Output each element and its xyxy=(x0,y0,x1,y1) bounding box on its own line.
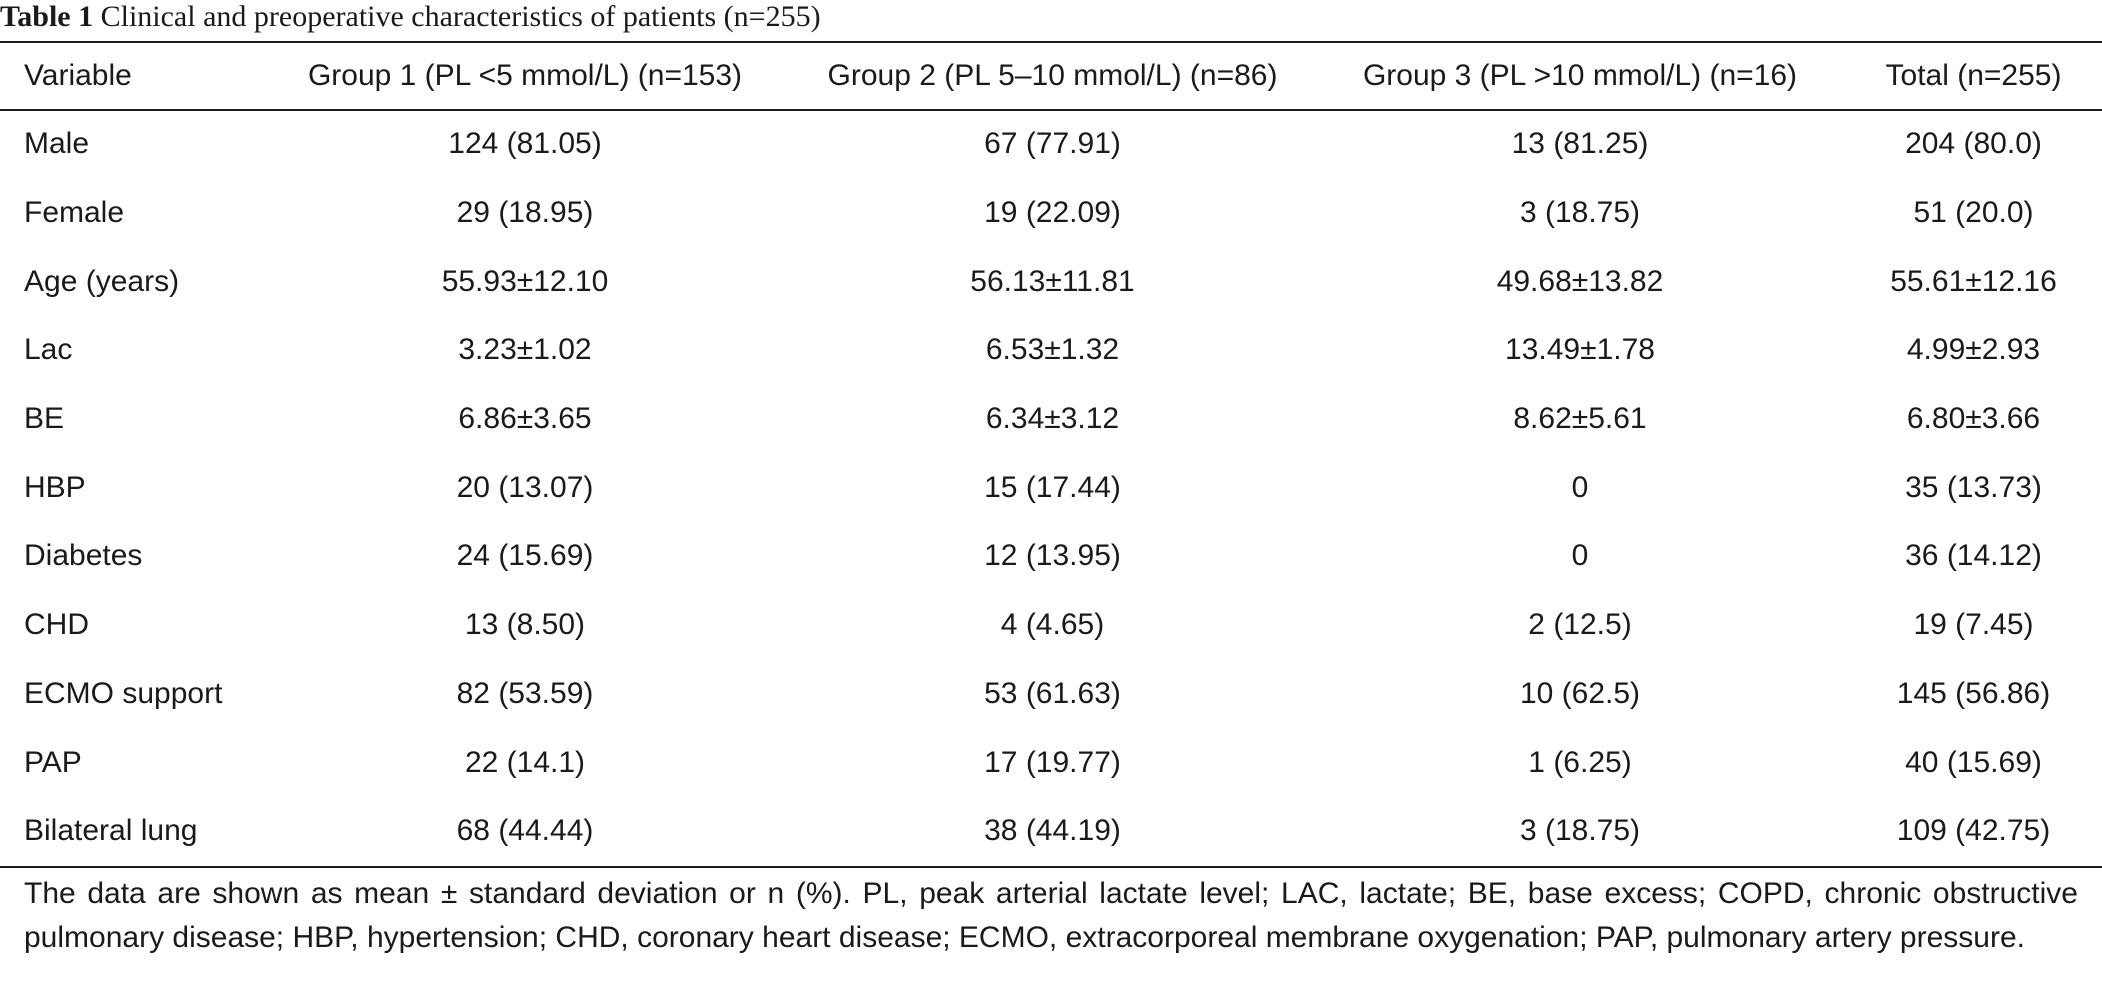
table-header-row: Variable Group 1 (PL <5 mmol/L) (n=153) … xyxy=(0,42,2102,110)
cell-group-3: 49.68±13.82 xyxy=(1496,264,1664,298)
row-label: Lac xyxy=(24,333,73,367)
table-caption-label: Table 1 xyxy=(0,0,94,33)
cell-group-1: 24 (15.69) xyxy=(456,539,594,573)
cell-group-3: 10 (62.5) xyxy=(1519,676,1641,710)
row-label: Diabetes xyxy=(24,539,143,573)
row-label: Age (years) xyxy=(24,264,180,298)
cell-group-2: 12 (13.95) xyxy=(984,539,1121,573)
cell-group-2: 6.34±3.12 xyxy=(985,402,1120,436)
cell-group-3: 13.49±1.78 xyxy=(1505,333,1655,367)
cell-total: 109 (42.75) xyxy=(1896,814,2051,848)
row-label: HBP xyxy=(24,470,86,504)
cell-group-2: 67 (77.91) xyxy=(984,127,1121,161)
cell-total: 35 (13.73) xyxy=(1905,470,2042,504)
cell-total: 6.80±3.66 xyxy=(1906,402,2041,436)
cell-group-3: 0 xyxy=(1571,539,1589,573)
cell-group-3: 2 (12.5) xyxy=(1528,608,1632,642)
cell-total: 145 (56.86) xyxy=(1896,676,2051,710)
cell-group-1: 29 (18.95) xyxy=(456,196,594,230)
cell-group-2: 17 (19.77) xyxy=(984,745,1121,779)
table-row: CHD 13 (8.50) 4 (4.65) 2 (12.5) 19 (7.45… xyxy=(0,591,2102,660)
cell-group-1: 3.23±1.02 xyxy=(458,333,592,367)
cell-group-3: 0 xyxy=(1571,470,1589,504)
table-row: ECMO support 82 (53.59) 53 (61.63) 10 (6… xyxy=(0,660,2102,729)
cell-group-1: 124 (81.05) xyxy=(448,127,602,161)
cell-group-1: 22 (14.1) xyxy=(464,745,586,779)
column-header-group-1: Group 1 (PL <5 mmol/L) (n=153) xyxy=(307,59,743,92)
cell-group-1: 13 (8.50) xyxy=(464,608,586,642)
table-row: Lac 3.23±1.02 6.53±1.32 13.49±1.78 4.99±… xyxy=(0,316,2102,385)
column-header-group-3: Group 3 (PL >10 mmol/L) (n=16) xyxy=(1362,59,1798,92)
cell-group-1: 20 (13.07) xyxy=(456,470,594,504)
cell-group-1: 82 (53.59) xyxy=(456,676,594,710)
cell-group-1: 68 (44.44) xyxy=(456,814,594,848)
cell-group-2: 56.13±11.81 xyxy=(970,264,1135,298)
table-row: Male 124 (81.05) 67 (77.91) 13 (81.25) 2… xyxy=(0,110,2102,179)
table-row: Age (years) 55.93±12.10 56.13±11.81 49.6… xyxy=(0,247,2102,316)
row-label: Male xyxy=(24,127,90,161)
cell-total: 204 (80.0) xyxy=(1905,127,2042,161)
table-row: Bilateral lung 68 (44.44) 38 (44.19) 3 (… xyxy=(0,797,2102,866)
cell-total: 40 (15.69) xyxy=(1905,745,2042,779)
column-header-total: Total (n=255) xyxy=(1885,59,2062,92)
table-row: HBP 20 (13.07) 15 (17.44) 0 35 (13.73) xyxy=(0,453,2102,522)
cell-group-1: 55.93±12.10 xyxy=(441,264,609,298)
row-label: Female xyxy=(24,196,125,230)
cell-group-3: 1 (6.25) xyxy=(1528,745,1632,779)
column-header-group-2: Group 2 (PL 5–10 mmol/L) (n=86) xyxy=(827,59,1278,92)
cell-group-3: 8.62±5.61 xyxy=(1513,402,1647,436)
characteristics-table: Variable Group 1 (PL <5 mmol/L) (n=153) … xyxy=(0,42,2102,866)
table-row: Diabetes 24 (15.69) 12 (13.95) 0 36 (14.… xyxy=(0,522,2102,591)
table-bottom-rule xyxy=(0,866,2102,868)
cell-total: 36 (14.12) xyxy=(1905,539,2042,573)
cell-total: 19 (7.45) xyxy=(1913,608,2034,642)
row-label: BE xyxy=(24,402,65,436)
cell-total: 55.61±12.16 xyxy=(1890,264,2057,298)
table-row: BE 6.86±3.65 6.34±3.12 8.62±5.61 6.80±3.… xyxy=(0,385,2102,454)
table-top-rule xyxy=(0,41,2102,43)
cell-group-2: 15 (17.44) xyxy=(984,470,1121,504)
cell-group-2: 53 (61.63) xyxy=(984,676,1121,710)
table-caption: Table 1 Clinical and preoperative charac… xyxy=(0,0,821,34)
column-header-variable: Variable xyxy=(24,59,132,92)
table-row: PAP 22 (14.1) 17 (19.77) 1 (6.25) 40 (15… xyxy=(0,728,2102,797)
cell-group-2: 19 (22.09) xyxy=(984,196,1121,230)
row-label: PAP xyxy=(24,745,82,779)
table-header-rule xyxy=(0,109,2102,111)
row-label: CHD xyxy=(24,608,89,642)
table-footnote: The data are shown as mean ± standard de… xyxy=(24,877,2078,954)
table-row: Female 29 (18.95) 19 (22.09) 3 (18.75) 5… xyxy=(0,179,2102,248)
cell-group-3: 3 (18.75) xyxy=(1519,814,1641,848)
row-label: Bilateral lung xyxy=(24,814,198,848)
cell-group-1: 6.86±3.65 xyxy=(458,402,592,436)
cell-total: 51 (20.0) xyxy=(1913,196,2034,230)
cell-group-2: 38 (44.19) xyxy=(984,814,1121,848)
cell-group-3: 3 (18.75) xyxy=(1519,196,1641,230)
cell-group-2: 6.53±1.32 xyxy=(985,333,1120,367)
table-caption-title: Clinical and preoperative characteristic… xyxy=(100,0,821,33)
cell-total: 4.99±2.93 xyxy=(1906,333,2041,367)
cell-group-3: 13 (81.25) xyxy=(1511,127,1649,161)
row-label: ECMO support xyxy=(24,676,223,710)
cell-group-2: 4 (4.65) xyxy=(1000,608,1105,642)
